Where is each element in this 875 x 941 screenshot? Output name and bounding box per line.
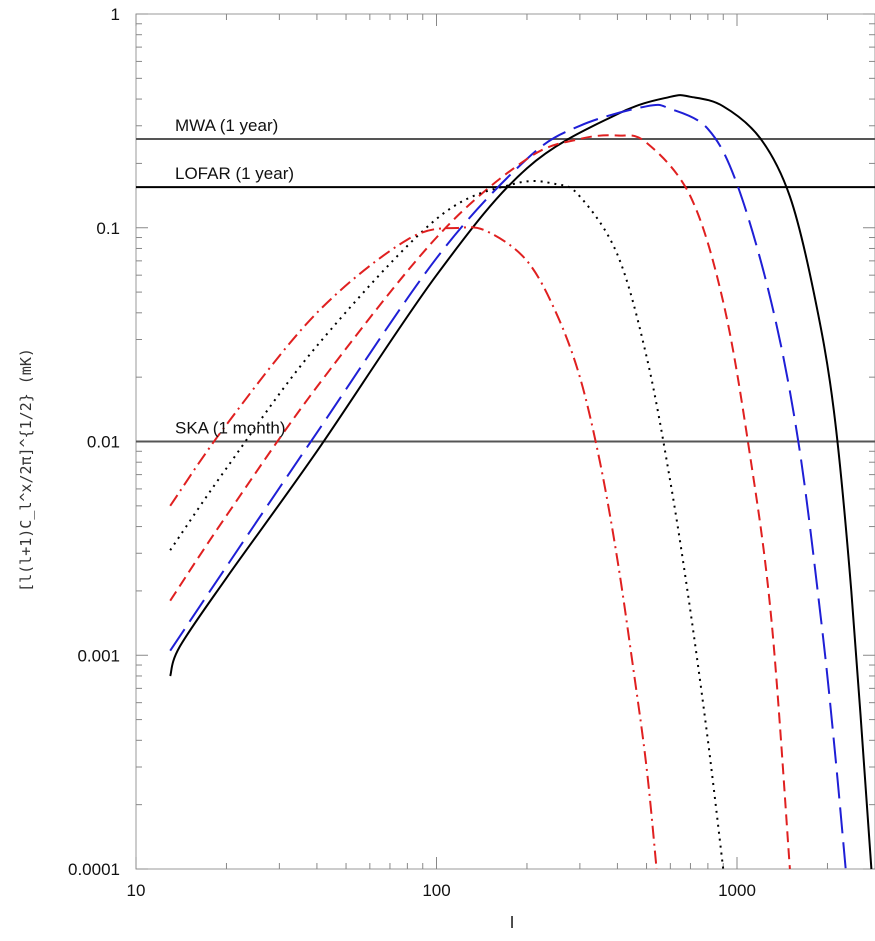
series-line-1 xyxy=(169,94,873,870)
reference-line-label: MWA (1 year) xyxy=(175,116,278,135)
x-tick-label: 1000 xyxy=(718,881,756,900)
reference-line-label: SKA (1 month) xyxy=(175,419,286,438)
y-tick-label: 0.1 xyxy=(96,219,120,238)
x-axis-label: l xyxy=(510,913,514,932)
reference-labels: MWA (1 year) LOFAR (1 year) SKA (1 month) xyxy=(175,116,294,437)
y-tick-label: 0.01 xyxy=(87,433,120,452)
axis-ticks xyxy=(135,13,875,870)
x-tick-label: 100 xyxy=(422,881,450,900)
series-line-2 xyxy=(169,103,847,870)
series-line-3 xyxy=(169,134,791,870)
y-tick-label: 0.0001 xyxy=(68,860,120,879)
tick-labels: 10 100 1000 0.0001 0.001 0.01 0.1 1 xyxy=(68,5,756,900)
reference-line-label: LOFAR (1 year) xyxy=(175,164,294,183)
x-tick-label: 10 xyxy=(127,881,146,900)
data-series xyxy=(169,94,873,870)
series-line-4 xyxy=(169,180,725,870)
reference-lines xyxy=(136,138,875,443)
series-line-5 xyxy=(169,226,658,870)
y-tick-label: 1 xyxy=(111,5,120,24)
y-axis-label: [l(l+1)C_l^x/2π]^{1/2} (mK) xyxy=(17,348,35,592)
y-tick-label: 0.001 xyxy=(77,646,120,665)
